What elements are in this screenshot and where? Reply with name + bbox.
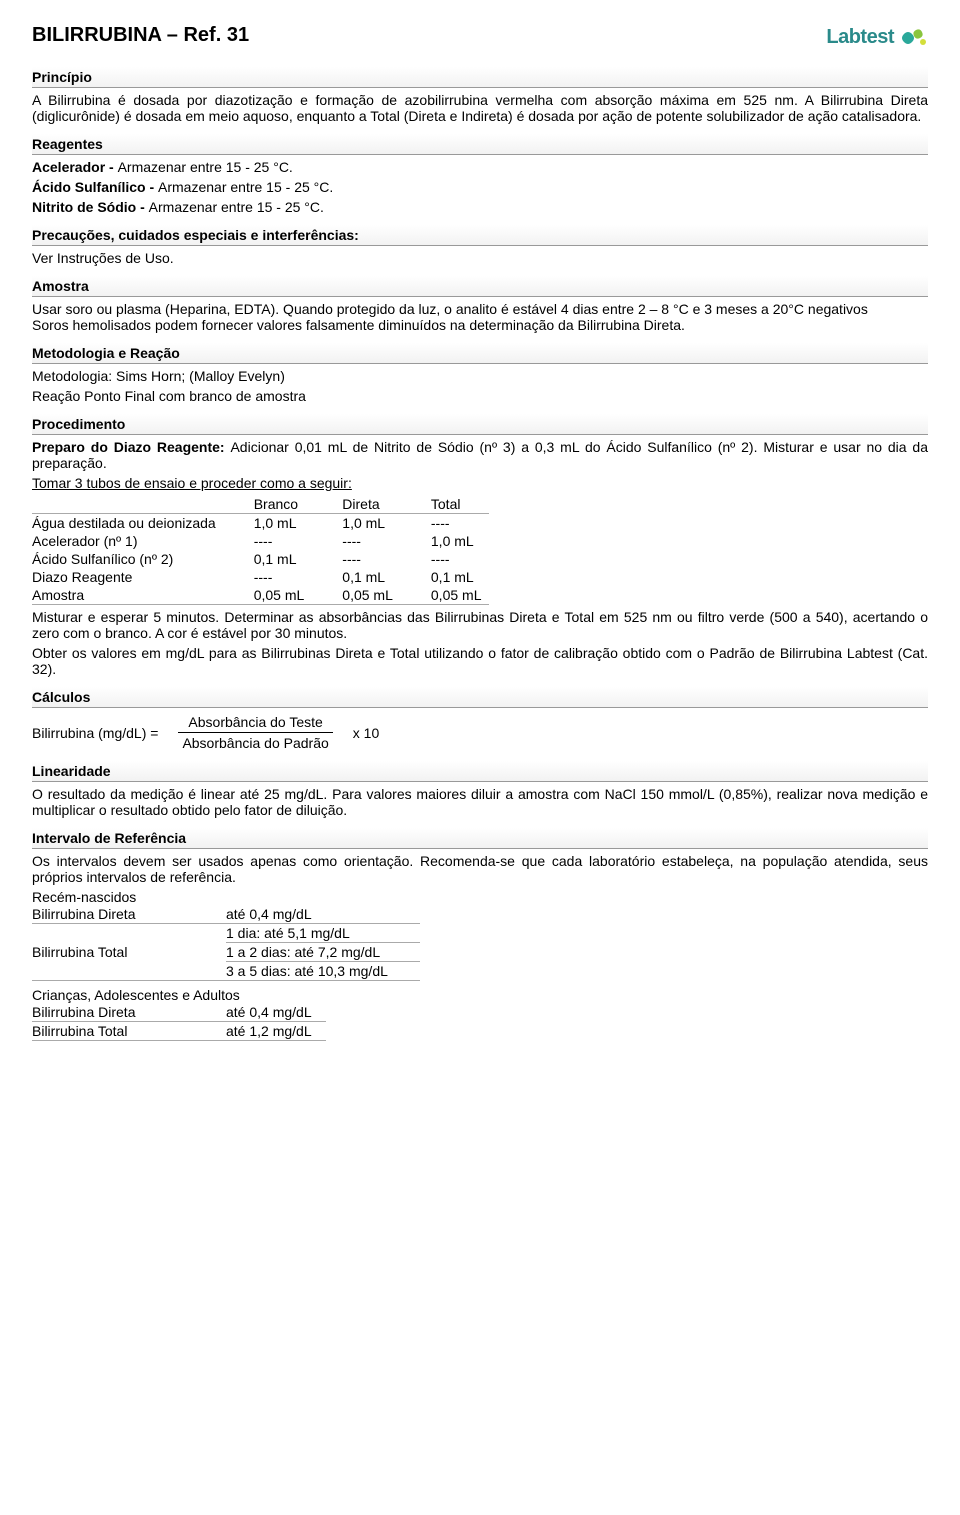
calc-formula: Bilirrubina (mg/dL) = Absorbância do Tes… [32,714,928,751]
cell: ---- [401,550,490,568]
cell: 0,1 mL [401,568,490,586]
cell: Bilirrubina Total [32,1022,226,1041]
col-blank [32,495,224,514]
calc-fraction: Absorbância do Teste Absorbância do Padr… [172,714,338,751]
table-row: Bilirrubina Diretaaté 0,4 mg/dL [32,1003,326,1022]
reagente-1-name: Acelerador - [32,159,118,175]
cell: ---- [312,532,401,550]
reagente-3: Nitrito de Sódio - Armazenar entre 15 - … [32,199,928,215]
page-title: BILIRRUBINA – Ref. 31 [32,24,249,47]
table-row: Ácido Sulfanílico (nº 2)0,1 mL-------- [32,550,489,568]
proc-after-2: Obter os valores em mg/dL para as Bilirr… [32,645,928,677]
cell: ---- [401,514,490,533]
amostra-text: Usar soro ou plasma (Heparina, EDTA). Qu… [32,301,928,333]
section-intervalo: Intervalo de Referência [32,828,928,849]
cell: até 0,4 mg/dL [226,905,420,924]
table-row: Diazo Reagente----0,1 mL0,1 mL [32,568,489,586]
tomar-instr: Tomar 3 tubos de ensaio e proceder como … [32,475,928,491]
table-row: Água destilada ou deionizada1,0 mL1,0 mL… [32,514,489,533]
col-direta: Direta [312,495,401,514]
cell: Amostra [32,586,224,605]
cell: Ácido Sulfanílico (nº 2) [32,550,224,568]
reagente-3-name: Nitrito de Sódio - [32,199,149,215]
preparo-label: Preparo do Diazo Reagente: [32,439,230,455]
cell: Bilirrubina Direta [32,905,226,924]
calc-lhs: Bilirrubina (mg/dL) = [32,725,158,741]
cell: 0,1 mL [224,550,313,568]
col-branco: Branco [224,495,313,514]
table-row: Bilirrubina Totalaté 1,2 mg/dL [32,1022,326,1041]
section-calculos: Cálculos [32,687,928,708]
table-row: Acelerador (nº 1)--------1,0 mL [32,532,489,550]
cell: ---- [224,532,313,550]
table-row: Bilirrubina Total 1 dia: até 5,1 mg/dL [32,924,420,943]
section-reagentes: Reagentes [32,134,928,155]
cell: 0,05 mL [224,586,313,605]
ref-group-2: Crianças, Adolescentes e Adultos [32,987,928,1003]
cell: Bilirrubina Total [32,924,226,981]
cell: 1,0 mL [312,514,401,533]
cell: 1 dia: até 5,1 mg/dL [226,924,420,943]
cell: 0,1 mL [312,568,401,586]
procedure-table: Branco Direta Total Água destilada ou de… [32,495,489,605]
reagente-2: Ácido Sulfanílico - Armazenar entre 15 -… [32,179,928,195]
brand-icon [898,24,928,50]
cell: até 1,2 mg/dL [226,1022,326,1041]
section-principio: Princípio [32,67,928,88]
calc-denominator: Absorbância do Padrão [172,733,338,751]
principio-text: A Bilirrubina é dosada por diazotização … [32,92,928,124]
table-row: Amostra0,05 mL0,05 mL0,05 mL [32,586,489,605]
reagente-2-cond: Armazenar entre 15 - 25 °C. [158,179,333,195]
cell: Diazo Reagente [32,568,224,586]
intervalo-intro: Os intervalos devem ser usados apenas co… [32,853,928,885]
cell: Água destilada ou deionizada [32,514,224,533]
reagente-2-name: Ácido Sulfanílico - [32,179,158,195]
linearidade-text: O resultado da medição é linear até 25 m… [32,786,928,818]
calc-numerator: Absorbância do Teste [178,714,332,733]
cell: 1,0 mL [401,532,490,550]
cell: Acelerador (nº 1) [32,532,224,550]
reagente-3-cond: Armazenar entre 15 - 25 °C. [149,199,324,215]
cell: ---- [224,568,313,586]
ref-group-1: Recém-nascidos [32,889,928,905]
ref-table-1: Bilirrubina Diretaaté 0,4 mg/dL Bilirrub… [32,905,420,981]
proc-after-1: Misturar e esperar 5 minutos. Determinar… [32,609,928,641]
reagente-1-cond: Armazenar entre 15 - 25 °C. [118,159,293,175]
brand-text: Labtest [826,26,894,49]
table-header-row: Branco Direta Total [32,495,489,514]
cell: ---- [312,550,401,568]
cell: 1 a 2 dias: até 7,2 mg/dL [226,943,420,962]
cell: até 0,4 mg/dL [226,1003,326,1022]
metodologia-l1: Metodologia: Sims Horn; (Malloy Evelyn) [32,368,928,384]
table-row: Bilirrubina Diretaaté 0,4 mg/dL [32,905,420,924]
calc-mult: x 10 [353,725,379,741]
brand-logo: Labtest [826,24,928,50]
cell: 0,05 mL [312,586,401,605]
section-procedimento: Procedimento [32,414,928,435]
reagente-1: Acelerador - Armazenar entre 15 - 25 °C. [32,159,928,175]
col-total: Total [401,495,490,514]
metodologia-l2: Reação Ponto Final com branco de amostra [32,388,928,404]
cell: Bilirrubina Direta [32,1003,226,1022]
ref-table-2: Bilirrubina Diretaaté 0,4 mg/dL Bilirrub… [32,1003,326,1041]
cell: 3 a 5 dias: até 10,3 mg/dL [226,962,420,981]
section-linearidade: Linearidade [32,761,928,782]
section-metodologia: Metodologia e Reação [32,343,928,364]
precaucoes-text: Ver Instruções de Uso. [32,250,928,266]
section-amostra: Amostra [32,276,928,297]
cell: 1,0 mL [224,514,313,533]
header-row: BILIRRUBINA – Ref. 31 Labtest [32,24,928,57]
preparo: Preparo do Diazo Reagente: Adicionar 0,0… [32,439,928,471]
section-precaucoes: Precauções, cuidados especiais e interfe… [32,225,928,246]
cell: 0,05 mL [401,586,490,605]
